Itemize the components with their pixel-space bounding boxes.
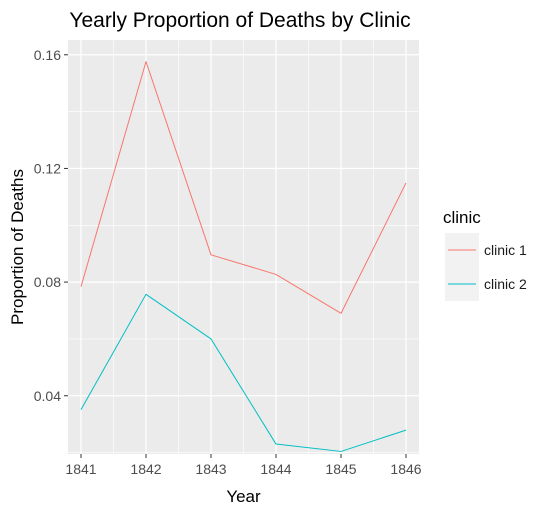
x-tick-label: 1845: [325, 461, 356, 477]
series-lines: [80, 61, 407, 452]
x-major-gridlines: [80, 40, 407, 454]
series-line-2: [80, 293, 407, 452]
chart-title: Yearly Proportion of Deaths by Clinic: [69, 9, 410, 32]
x-tick-label: 1843: [195, 461, 226, 477]
y-tick-label: 0.16: [34, 47, 61, 63]
x-axis-title: Year: [226, 487, 261, 506]
legend-label: clinic 1: [484, 242, 527, 258]
legend-items: clinic 1 clinic 2: [445, 233, 527, 301]
series-line-1: [80, 61, 407, 314]
x-tick-label: 1844: [260, 461, 291, 477]
y-major-gridlines: [68, 54, 419, 397]
y-tick-label: 0.04: [34, 388, 61, 404]
legend: clinic clinic 1 clinic 2: [443, 208, 527, 301]
x-tick-label: 1846: [390, 461, 421, 477]
y-axis-ticks: 0.04 0.08 0.12 0.16: [34, 47, 68, 404]
x-tick-label: 1842: [130, 461, 161, 477]
y-tick-label: 0.12: [34, 160, 61, 176]
x-minor-gridlines: [113, 40, 374, 454]
x-axis-ticks: 1841 1842 1843 1844 1845 1846: [65, 454, 422, 477]
legend-title: clinic: [443, 208, 481, 227]
legend-label: clinic 2: [484, 276, 527, 292]
x-tick-label: 1841: [65, 461, 96, 477]
y-tick-label: 0.08: [34, 274, 61, 290]
y-axis-title: Proportion of Deaths: [8, 169, 27, 325]
